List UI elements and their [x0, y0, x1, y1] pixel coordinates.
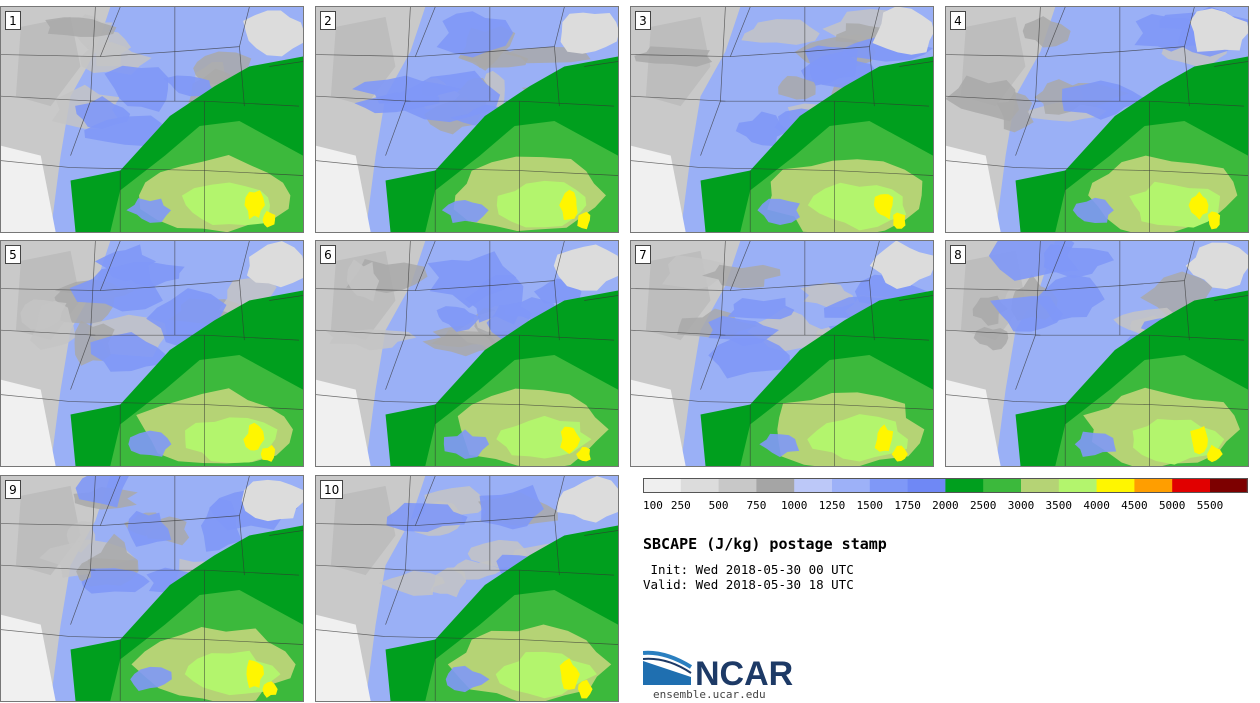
site-url: ensemble.ucar.edu: [653, 688, 766, 701]
colorbar-tick-label: 5000: [1159, 499, 1186, 512]
sbcape-map: [316, 7, 618, 232]
colorbar-tick-label: 1750: [894, 499, 921, 512]
colorbar-tick-label: 1250: [819, 499, 846, 512]
init-time: Init: Wed 2018-05-30 00 UTC: [643, 562, 854, 577]
colorbar-swatch: [756, 478, 795, 493]
valid-time: Valid: Wed 2018-05-30 18 UTC: [643, 577, 854, 592]
colorbar-tick-label: 5500: [1197, 499, 1224, 512]
colorbar-swatch: [983, 478, 1022, 493]
colorbar-tick-label: 250: [671, 499, 691, 512]
colorbar-swatch: [907, 478, 946, 493]
panel-5: 5: [0, 240, 304, 467]
panel-6: 6: [315, 240, 619, 467]
colorbar-tick-label: 3500: [1046, 499, 1073, 512]
colorbar-swatch: [680, 478, 719, 493]
sbcape-map: [316, 241, 618, 466]
colorbar-tick-label: 750: [746, 499, 766, 512]
colorbar-swatch: [1096, 478, 1135, 493]
colorbar-swatch: [869, 478, 908, 493]
colorbar-swatch: [1210, 478, 1248, 493]
colorbar-frame: [643, 478, 1248, 493]
ncar-logo: NCAR: [643, 650, 793, 689]
colorbar-tick-label: 3000: [1008, 499, 1035, 512]
sbcape-map: [946, 241, 1248, 466]
colorbar-swatch: [1021, 478, 1060, 493]
colorbar-swatch: [945, 478, 984, 493]
member-label: 6: [320, 245, 336, 264]
colorbar-tick-label: 4500: [1121, 499, 1148, 512]
panel-2: 2: [315, 6, 619, 233]
panel-1: 1: [0, 6, 304, 233]
panel-9: 9: [0, 475, 304, 702]
colorbar-tick-label: 500: [709, 499, 729, 512]
member-label: 2: [320, 11, 336, 30]
colorbar-tick-label: 2000: [932, 499, 959, 512]
colorbar-swatch: [794, 478, 833, 493]
sbcape-map: [631, 241, 933, 466]
sbcape-map: [1, 476, 303, 701]
colorbar-tick-label: 1000: [781, 499, 808, 512]
panel-4: 4: [945, 6, 1249, 233]
panel-8: 8: [945, 240, 1249, 467]
sbcape-map: [1, 241, 303, 466]
colorbar: 100 250 500 750 1000 1250 1500 1750 2000 2500 3000…: [643, 478, 1248, 512]
colorbar-swatch: [832, 478, 871, 493]
colorbar-swatch: [1058, 478, 1097, 493]
colorbar-tick-label: 4000: [1083, 499, 1110, 512]
member-label: 1: [5, 11, 21, 30]
member-label: 10: [320, 480, 344, 499]
member-label: 7: [635, 245, 651, 264]
sbcape-map: [1, 7, 303, 232]
member-label: 5: [5, 245, 21, 264]
panel-7: 7: [630, 240, 934, 467]
sbcape-map: [631, 7, 933, 232]
colorbar-tick-label: 2500: [970, 499, 997, 512]
colorbar-tick-label: 100: [643, 499, 663, 512]
colorbar-tick-label: 1500: [857, 499, 884, 512]
member-label: 8: [950, 245, 966, 264]
logo-text: NCAR: [695, 655, 793, 689]
member-label: 4: [950, 11, 966, 30]
colorbar-swatch: [718, 478, 757, 493]
colorbar-swatch: [1134, 478, 1173, 493]
colorbar-swatch: [1172, 478, 1211, 493]
panel-3: 3: [630, 6, 934, 233]
member-label: 9: [5, 480, 21, 499]
sbcape-map: [316, 476, 618, 701]
panel-10: 10: [315, 475, 619, 702]
colorbar-swatch: [643, 478, 682, 493]
sbcape-map: [946, 7, 1248, 232]
page-title: SBCAPE (J/kg) postage stamp: [643, 535, 887, 553]
member-label: 3: [635, 11, 651, 30]
